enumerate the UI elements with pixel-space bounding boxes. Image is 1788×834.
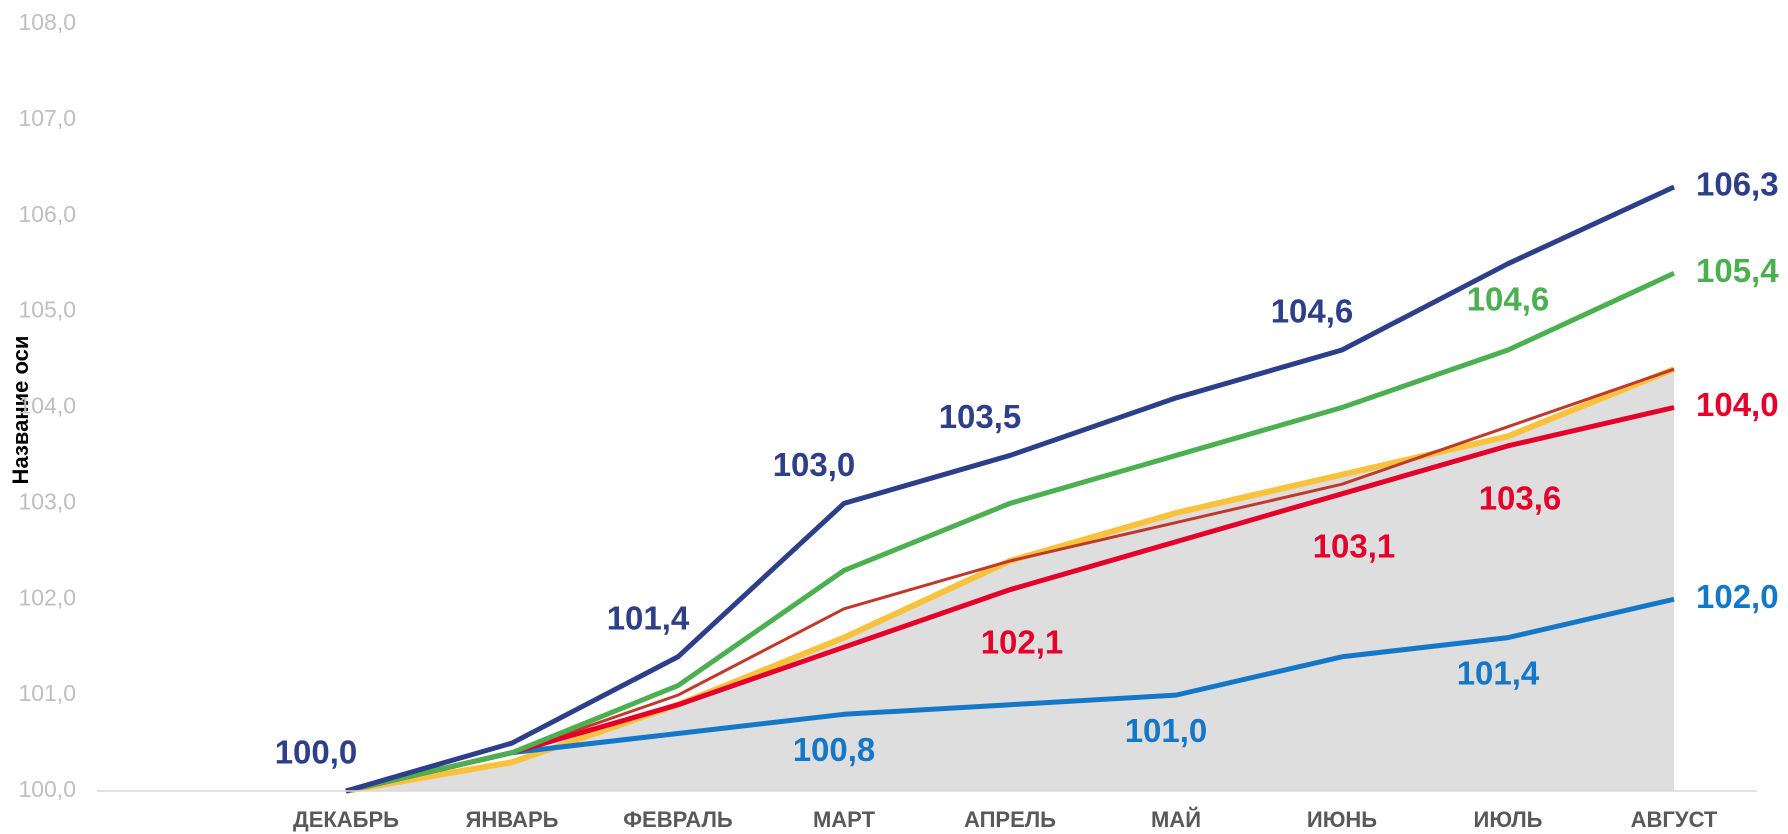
y-tick-label: 107,0 [18, 105, 76, 131]
value-label: 102,0 [1696, 578, 1779, 615]
x-tick-label: АВГУСТ [1631, 807, 1718, 832]
x-tick-label: ДЕКАБРЬ [293, 807, 399, 832]
y-tick-label: 105,0 [18, 297, 76, 323]
line [345, 405, 1675, 794]
y-tick-label: 102,0 [18, 584, 76, 610]
x-tick-label: МАЙ [1151, 807, 1201, 832]
y-tick-label: 100,0 [18, 776, 76, 802]
value-label: 105,4 [1696, 252, 1779, 289]
area [180, 369, 1674, 791]
y-tick-label: 108,0 [18, 9, 76, 35]
value-label: 100,8 [793, 731, 876, 768]
x-tick-label: ИЮНЬ [1307, 807, 1377, 832]
value-label: 101,0 [1125, 712, 1208, 749]
y-tick-label: 104,0 [18, 393, 76, 419]
x-tick-label: ЯНВАРЬ [466, 807, 559, 832]
y-tick-label: 106,0 [18, 201, 76, 227]
value-label: 103,1 [1313, 528, 1396, 565]
line [345, 271, 1676, 794]
value-label: 101,4 [1457, 654, 1540, 691]
value-label: 103,0 [773, 446, 856, 483]
line [345, 596, 1675, 794]
line [345, 184, 1676, 794]
x-tick-label: АПРЕЛЬ [964, 807, 1056, 832]
y-tick-label: 101,0 [18, 680, 76, 706]
value-label: 104,0 [1696, 386, 1779, 423]
value-label: 106,3 [1696, 166, 1779, 203]
y-tick-label: 103,0 [18, 488, 76, 514]
line [345, 367, 1675, 793]
x-tick-label: МАРТ [813, 807, 876, 832]
y-axis-title: Название оси [8, 336, 33, 485]
value-label: 103,5 [939, 398, 1022, 435]
value-label: 103,6 [1479, 480, 1562, 517]
x-tick-label: ИЮЛЬ [1474, 807, 1543, 832]
x-tick-label: ФЕВРАЛЬ [623, 807, 733, 832]
value-label: 100,0 [275, 734, 358, 771]
value-label: 101,4 [607, 599, 690, 636]
value-label: 104,6 [1467, 281, 1550, 318]
value-label: 102,1 [981, 623, 1064, 660]
value-label: 104,6 [1271, 293, 1354, 330]
